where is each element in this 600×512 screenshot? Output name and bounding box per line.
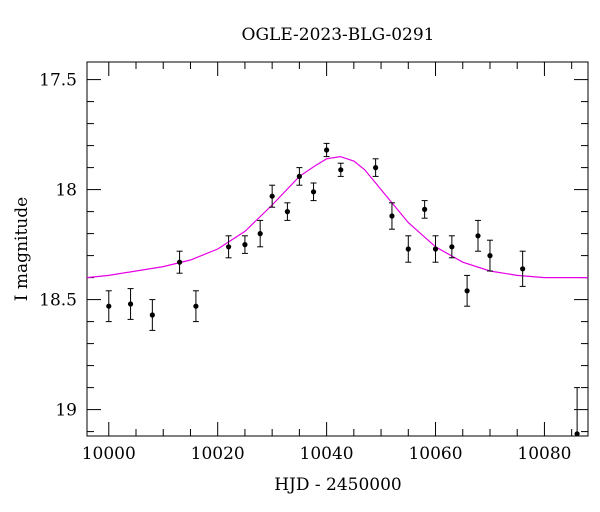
data-marker (284, 209, 290, 215)
observation-point (241, 235, 248, 254)
observation-point (323, 142, 330, 158)
data-marker (193, 303, 199, 309)
y-tick-label: 17.5 (39, 71, 77, 91)
data-marker (338, 167, 344, 173)
observation-point (448, 235, 455, 259)
observation-point (474, 219, 481, 252)
plot-frame (86, 61, 589, 437)
observation-point (225, 235, 232, 259)
observation-point (296, 167, 303, 186)
data-marker (574, 431, 580, 437)
observation-point (372, 158, 379, 177)
x-tick-label: 10040 (300, 444, 354, 464)
y-tick-labels: 17.5 18 18.5 19 (39, 71, 77, 421)
data-marker (242, 242, 248, 248)
data-marker (176, 259, 183, 265)
model-curve-group (86, 155, 588, 279)
data-marker (269, 193, 275, 199)
observation-point (337, 162, 344, 177)
observation-point (127, 288, 134, 320)
observation-point (421, 200, 428, 219)
data-marker (296, 173, 302, 179)
observation-point (176, 250, 183, 274)
observation-point (405, 235, 412, 263)
data-marker (310, 189, 317, 195)
data-marker (257, 231, 263, 237)
observation-point (519, 250, 526, 287)
data-marker (475, 233, 481, 239)
observation-point (192, 290, 199, 323)
data-marker (149, 312, 155, 318)
axis-ticks (87, 62, 588, 436)
observation-point (284, 202, 291, 221)
data-marker (324, 147, 330, 153)
observation-points (105, 142, 581, 437)
observation-point (257, 219, 264, 248)
x-tick-labels: 10000 10020 10040 10060 10080 (82, 444, 572, 464)
observation-point (149, 299, 156, 331)
data-marker (520, 266, 526, 272)
y-axis-label: I magnitude (12, 197, 32, 301)
x-axis-label: HJD - 2450000 (274, 475, 402, 495)
data-marker (106, 303, 112, 309)
x-tick-label: 10020 (191, 444, 245, 464)
y-tick-label: 18.5 (39, 291, 77, 311)
y-tick-label: 18 (55, 181, 77, 201)
observation-point (464, 274, 471, 307)
observation-point (269, 184, 276, 208)
x-tick-label: 10060 (408, 444, 462, 464)
y-tick-label: 19 (55, 401, 77, 421)
x-tick-label: 10080 (517, 444, 571, 464)
observation-point (574, 387, 581, 437)
observation-point (432, 235, 439, 263)
model-curve (86, 155, 588, 279)
data-marker (225, 244, 232, 250)
data-marker (127, 301, 134, 307)
data-marker (373, 165, 379, 171)
observation-point (486, 239, 493, 272)
chart-title: OGLE-2023-BLG-0291 (242, 25, 435, 45)
x-tick-label: 10000 (82, 444, 136, 464)
data-marker (449, 244, 455, 250)
data-marker (432, 246, 439, 252)
observation-point (388, 202, 395, 230)
observation-point (105, 290, 112, 323)
data-marker (487, 253, 493, 259)
observation-point (310, 182, 317, 202)
data-marker (389, 213, 395, 219)
data-marker (422, 206, 428, 212)
data-marker (405, 246, 411, 252)
data-marker (464, 288, 470, 294)
